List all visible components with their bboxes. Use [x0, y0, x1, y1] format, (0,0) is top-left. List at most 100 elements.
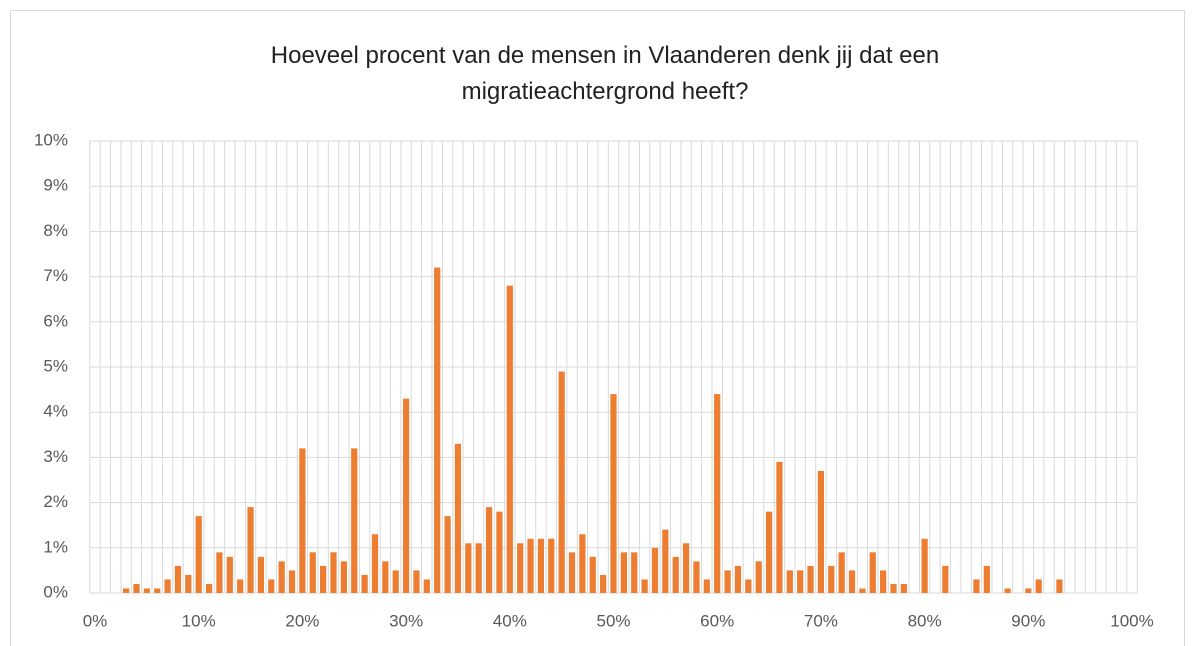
bar — [631, 552, 638, 593]
x-tick-label: 90% — [1011, 611, 1045, 630]
x-tick-label: 30% — [389, 611, 423, 630]
x-tick-label: 100% — [1110, 611, 1153, 630]
bar — [164, 579, 171, 593]
bar — [216, 552, 223, 593]
bar — [672, 556, 679, 593]
bar — [288, 570, 296, 593]
bar — [859, 588, 866, 593]
y-tick-label: 2% — [43, 492, 68, 511]
bar — [900, 583, 907, 593]
bar — [330, 552, 337, 593]
bar — [247, 507, 254, 593]
bar — [620, 552, 627, 593]
bar — [237, 579, 244, 593]
bar — [568, 552, 576, 593]
bar — [880, 570, 887, 593]
y-tick-label: 3% — [43, 447, 68, 466]
bar — [579, 534, 586, 593]
bar — [600, 574, 607, 593]
bar — [776, 461, 783, 593]
bar — [797, 570, 804, 593]
bar — [527, 538, 534, 593]
bar — [413, 570, 420, 593]
bar — [154, 588, 161, 593]
bar — [475, 543, 482, 593]
bar — [558, 371, 565, 593]
bar — [755, 561, 762, 593]
bar — [1004, 588, 1011, 593]
bar — [973, 579, 980, 593]
bar — [382, 561, 389, 593]
bar — [340, 561, 347, 593]
bar — [143, 588, 150, 593]
bar — [320, 565, 327, 593]
bar — [122, 588, 130, 593]
x-tick-label: 50% — [596, 611, 630, 630]
y-tick-label: 4% — [43, 402, 68, 421]
bar — [351, 448, 358, 593]
bar — [745, 579, 752, 593]
bar — [651, 547, 659, 593]
y-tick-label: 1% — [43, 537, 68, 556]
bar — [838, 552, 845, 593]
bar — [517, 543, 524, 593]
bar — [786, 570, 793, 593]
bar — [496, 511, 503, 593]
bar — [444, 516, 451, 593]
bar — [662, 529, 669, 593]
x-tick-label: 40% — [493, 611, 527, 630]
bar — [268, 579, 275, 593]
bar — [817, 470, 825, 593]
y-tick-label: 6% — [43, 311, 68, 330]
bar — [133, 583, 140, 593]
y-tick-label: 7% — [43, 266, 68, 285]
bar — [423, 579, 430, 593]
x-tick-label: 10% — [182, 611, 216, 630]
x-tick-label: 0% — [83, 611, 108, 630]
bar — [589, 556, 596, 593]
bar — [765, 511, 773, 593]
bar — [869, 552, 876, 593]
y-tick-label: 8% — [43, 221, 68, 240]
bar — [361, 574, 368, 593]
bar — [257, 556, 265, 593]
bar — [848, 570, 856, 593]
bar — [734, 565, 742, 593]
bar — [485, 507, 493, 593]
bar — [921, 538, 928, 593]
y-tick-label: 10% — [34, 130, 68, 149]
bar — [682, 543, 690, 593]
bar — [299, 448, 306, 593]
bar — [226, 556, 233, 593]
bar — [537, 538, 545, 593]
bar — [610, 394, 617, 593]
x-tick-label: 80% — [908, 611, 942, 630]
bar — [454, 443, 462, 593]
bar — [703, 579, 710, 593]
bar — [548, 538, 555, 593]
bar — [185, 574, 192, 593]
x-tick-label: 60% — [700, 611, 734, 630]
bar — [506, 285, 513, 593]
bar — [641, 579, 648, 593]
bar — [465, 543, 472, 593]
bar — [1025, 588, 1032, 593]
bar — [828, 565, 835, 593]
bar — [205, 583, 213, 593]
bar — [693, 561, 700, 593]
bar — [392, 570, 399, 593]
bar — [371, 534, 379, 593]
x-tick-label: 20% — [285, 611, 319, 630]
bar — [714, 394, 721, 593]
bar — [807, 565, 814, 593]
bar — [1056, 579, 1063, 593]
bar — [309, 552, 316, 593]
bar — [434, 267, 441, 593]
bar — [278, 561, 285, 593]
bar — [724, 570, 731, 593]
bar — [174, 565, 182, 593]
y-tick-label: 0% — [43, 582, 68, 601]
y-tick-label: 9% — [43, 176, 68, 195]
